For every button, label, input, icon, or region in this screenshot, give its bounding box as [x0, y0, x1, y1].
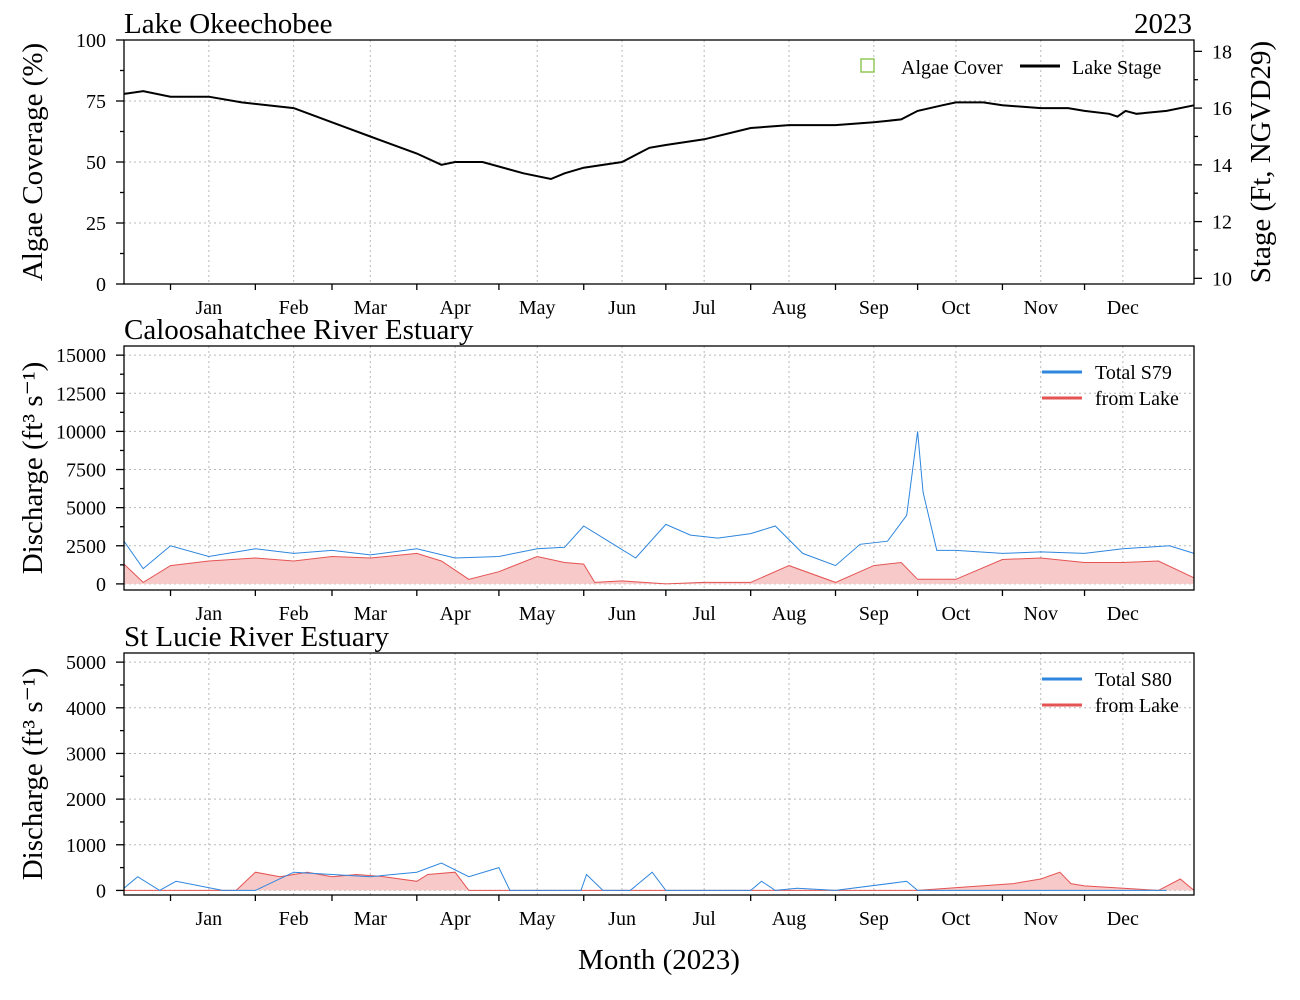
month-label: Oct	[941, 603, 970, 625]
y-tick-label: 4000	[66, 698, 106, 720]
month-label: Feb	[279, 297, 309, 319]
month-label: Mar	[354, 603, 388, 625]
legend-label: Lake Stage	[1072, 57, 1162, 79]
legend: Total S80 from Lake	[1042, 669, 1179, 717]
y-tick-label: 0	[96, 880, 106, 902]
plot-frame	[123, 652, 1195, 896]
series-total-line	[123, 431, 1195, 570]
y2-tick-label: 18	[1212, 41, 1232, 63]
month-label: Dec	[1107, 908, 1139, 930]
y-tick-label: 0	[96, 274, 106, 296]
y-tick-label: 5000	[66, 498, 106, 520]
month-label: Jun	[608, 297, 636, 319]
y2-tick-label: 10	[1212, 268, 1232, 290]
y-tick-label: 3000	[66, 743, 106, 765]
month-label: Oct	[941, 908, 970, 930]
y-tick-label: 1000	[66, 835, 106, 857]
year-label: 2023	[1134, 8, 1192, 40]
month-label: Jan	[195, 297, 222, 319]
series-from-lake-fill	[124, 872, 1194, 891]
month-label: Jul	[692, 908, 716, 930]
y-axis-label: Discharge (ft³ s⁻¹)	[17, 362, 49, 575]
y-tick-label: 100	[76, 30, 106, 52]
series-from-lake-fill	[124, 553, 1194, 584]
y-tick-label: 12500	[56, 383, 106, 405]
month-label: Mar	[354, 908, 388, 930]
month-label: May	[519, 603, 556, 625]
series-total-line	[123, 862, 1167, 891]
month-label: Nov	[1024, 908, 1058, 930]
month-label: Apr	[440, 603, 471, 625]
y-tick-label: 0	[96, 574, 106, 596]
month-label: Nov	[1024, 603, 1058, 625]
y-tick-label: 10000	[56, 421, 106, 443]
y-tick-label: 50	[86, 152, 106, 174]
series-lake-stage	[123, 90, 1195, 181]
legend: Algae Cover Lake Stage	[860, 57, 1162, 79]
y-tick-label: 15000	[56, 345, 106, 367]
legend-label: Total S79	[1095, 362, 1172, 384]
month-label: Aug	[772, 297, 806, 319]
y-tick-label: 5000	[66, 652, 106, 674]
month-label: Sep	[859, 603, 889, 625]
month-label: Apr	[440, 908, 471, 930]
panel-title: Lake Okeechobee	[124, 8, 333, 40]
month-label: Jun	[608, 603, 636, 625]
y-tick-label: 25	[86, 213, 106, 235]
y2-tick-label: 16	[1212, 98, 1232, 120]
month-label: Jul	[692, 297, 716, 319]
month-label: Feb	[279, 908, 309, 930]
month-label: Dec	[1107, 603, 1139, 625]
month-label: Jul	[692, 603, 716, 625]
month-label: May	[519, 297, 556, 319]
legend-label: Total S80	[1095, 669, 1172, 691]
y-tick-label: 2500	[66, 536, 106, 558]
panel-caloosahatchee: 0 2500 5000 7500 10000 12500 15000 Jan Feb Mar Apr…	[17, 314, 1195, 625]
month-label: Jan	[195, 603, 222, 625]
x-axis-label: Month (2023)	[578, 944, 740, 976]
month-label: Jan	[195, 908, 222, 930]
y-axis-label: Discharge (ft³ s⁻¹)	[17, 668, 49, 881]
panel-title: Caloosahatchee River Estuary	[124, 314, 474, 346]
month-label: Feb	[279, 603, 309, 625]
month-label: May	[519, 908, 556, 930]
legend-label: from Lake	[1095, 388, 1179, 410]
month-label: Aug	[772, 603, 806, 625]
y-tick-label: 75	[86, 91, 106, 113]
y2-axis-label: Stage (Ft, NGVD29)	[1245, 41, 1277, 283]
month-label: Sep	[859, 297, 889, 319]
legend: Total S79 from Lake	[1042, 362, 1179, 410]
month-label: Apr	[440, 297, 471, 319]
legend-label: from Lake	[1095, 695, 1179, 717]
y-tick-label: 7500	[66, 460, 106, 482]
y-tick-label: 2000	[66, 789, 106, 811]
y2-tick-label: 12	[1212, 212, 1232, 234]
month-label: Oct	[941, 297, 970, 319]
month-label: Sep	[859, 908, 889, 930]
plot-frame	[123, 345, 1195, 591]
month-label: Dec	[1107, 297, 1139, 319]
series-from-lake-line	[124, 871, 1195, 891]
month-label: Nov	[1024, 297, 1058, 319]
panel-stlucie: 0 1000 2000 3000 4000 5000 Jan Feb Mar Apr May Jun J…	[17, 621, 1195, 930]
y2-tick-label: 14	[1212, 155, 1232, 177]
month-label: Mar	[354, 297, 388, 319]
month-label: Aug	[772, 908, 806, 930]
legend-algae-swatch	[860, 58, 875, 73]
panel-title: St Lucie River Estuary	[124, 621, 389, 653]
y-axis-label: Algae Coverage (%)	[17, 43, 49, 281]
series-from-lake-line	[123, 552, 1195, 585]
month-label: Jun	[608, 908, 636, 930]
legend-label: Algae Cover	[901, 57, 1003, 79]
panel-lake: 0 25 50 75 100 10 12 14 16 18 Stage (Ft, NGVD29) 20…	[17, 8, 1277, 319]
